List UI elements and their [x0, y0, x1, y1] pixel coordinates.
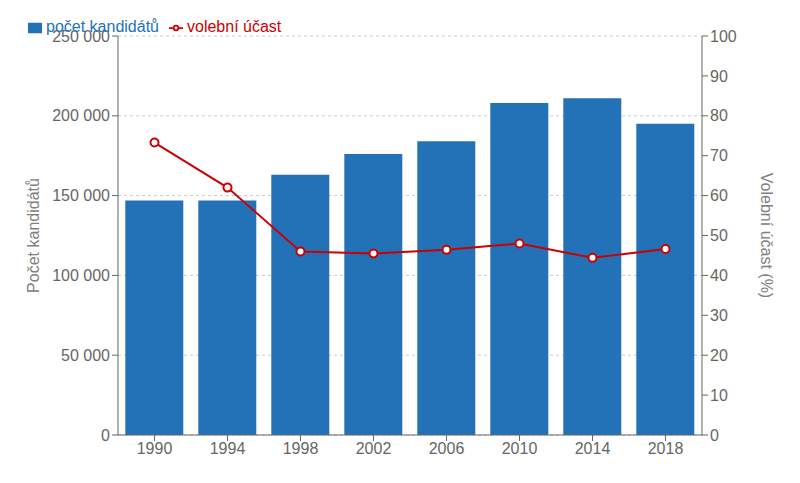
svg-text:30: 30	[710, 307, 728, 324]
svg-text:100: 100	[710, 28, 737, 45]
svg-text:90: 90	[710, 68, 728, 85]
svg-text:80: 80	[710, 107, 728, 124]
svg-text:0: 0	[710, 427, 719, 444]
svg-text:0: 0	[101, 427, 110, 444]
svg-text:40: 40	[710, 267, 728, 284]
svg-text:10: 10	[710, 387, 728, 404]
svg-text:70: 70	[710, 147, 728, 164]
svg-text:Počet kandidátů: Počet kandidátů	[25, 178, 42, 293]
svg-text:200 000: 200 000	[52, 107, 110, 124]
svg-text:2018: 2018	[648, 440, 684, 457]
svg-text:2002: 2002	[356, 440, 392, 457]
svg-text:250 000: 250 000	[52, 28, 110, 45]
svg-text:Volební účast (%): Volební účast (%)	[758, 173, 775, 298]
svg-text:2010: 2010	[502, 440, 538, 457]
svg-text:150 000: 150 000	[52, 187, 110, 204]
svg-text:2014: 2014	[575, 440, 611, 457]
svg-text:50: 50	[710, 227, 728, 244]
svg-text:1994: 1994	[210, 440, 246, 457]
svg-text:60: 60	[710, 187, 728, 204]
svg-text:50 000: 50 000	[61, 347, 110, 364]
svg-text:100 000: 100 000	[52, 267, 110, 284]
svg-text:1998: 1998	[283, 440, 319, 457]
svg-text:2006: 2006	[429, 440, 465, 457]
svg-text:20: 20	[710, 347, 728, 364]
svg-text:1990: 1990	[137, 440, 173, 457]
